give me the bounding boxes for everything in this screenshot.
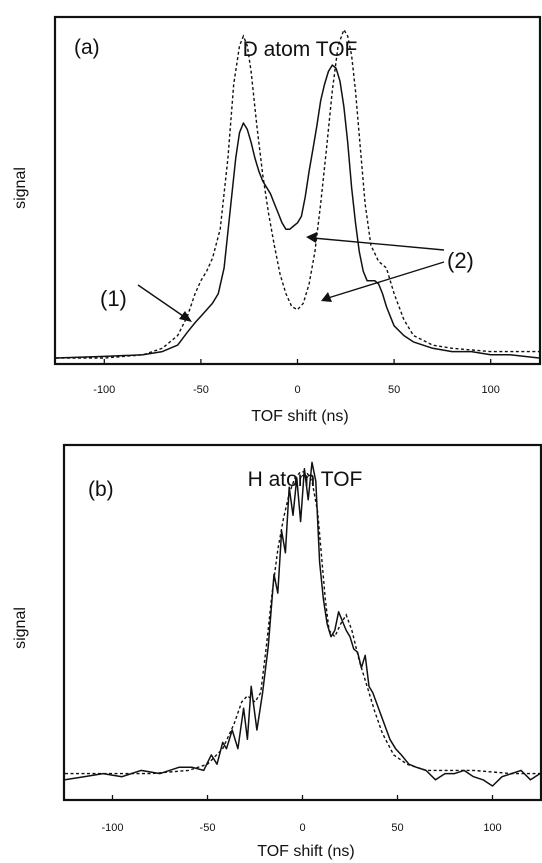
panel-b-ticks: -100 -50 0 50 100 bbox=[101, 795, 502, 834]
panel-b-solid-line bbox=[64, 461, 541, 787]
panel-b-x-tick-label: 0 bbox=[299, 822, 305, 834]
panel-b-label: (b) bbox=[88, 478, 114, 501]
panel-a-dashed-line bbox=[56, 28, 539, 359]
panel-a-solid-line bbox=[55, 64, 540, 359]
annotation-2-arrowhead-upper bbox=[306, 232, 317, 243]
panel-b: -100 -50 0 50 100 (b) H atom TOF TOF shift (… bbox=[12, 443, 542, 860]
panel-b-x-axis-label: TOF shift (ns) bbox=[257, 843, 355, 860]
panel-b-x-tick-label: -100 bbox=[101, 822, 123, 834]
panel-b-series bbox=[64, 461, 541, 787]
panel-a-series bbox=[55, 28, 540, 359]
panel-a: -100 -50 0 50 100 (a) D atom TOF TOF shift (… bbox=[12, 15, 542, 425]
panel-b-x-tick-label: -50 bbox=[200, 822, 216, 834]
panel-a-x-axis-label: TOF shift (ns) bbox=[251, 408, 349, 425]
panel-a-x-tick-label: 50 bbox=[388, 384, 400, 396]
panel-a-x-tick-label: -50 bbox=[193, 384, 209, 396]
panel-b-title: H atom TOF bbox=[248, 468, 363, 491]
annotation-1-arrowhead bbox=[179, 311, 192, 322]
panel-a-ticks: -100 -50 0 50 100 bbox=[93, 359, 500, 396]
panel-a-x-tick-label: 0 bbox=[294, 384, 300, 396]
panel-b-x-tick-label: 50 bbox=[391, 822, 403, 834]
annotation-2-arrow-upper bbox=[312, 237, 445, 251]
annotation-2-arrowhead-lower bbox=[321, 292, 332, 302]
annotation-1-label: (1) bbox=[100, 286, 127, 311]
panel-a-y-axis-label: signal bbox=[12, 167, 29, 209]
panel-b-y-axis-label: signal bbox=[12, 607, 29, 649]
panel-a-x-tick-label: -100 bbox=[93, 384, 115, 396]
panel-a-frame bbox=[53, 15, 542, 366]
panel-a-title: D atom TOF bbox=[243, 38, 358, 61]
annotation-2-label: (2) bbox=[447, 248, 474, 273]
panel-a-x-tick-label: 100 bbox=[482, 384, 500, 396]
panel-b-x-tick-label: 100 bbox=[483, 822, 501, 834]
panel-a-label: (a) bbox=[74, 36, 100, 59]
annotation-1-arrow bbox=[137, 284, 187, 319]
annotation-2-arrow-lower bbox=[327, 261, 445, 299]
panel-b-dashed-line bbox=[65, 471, 540, 775]
